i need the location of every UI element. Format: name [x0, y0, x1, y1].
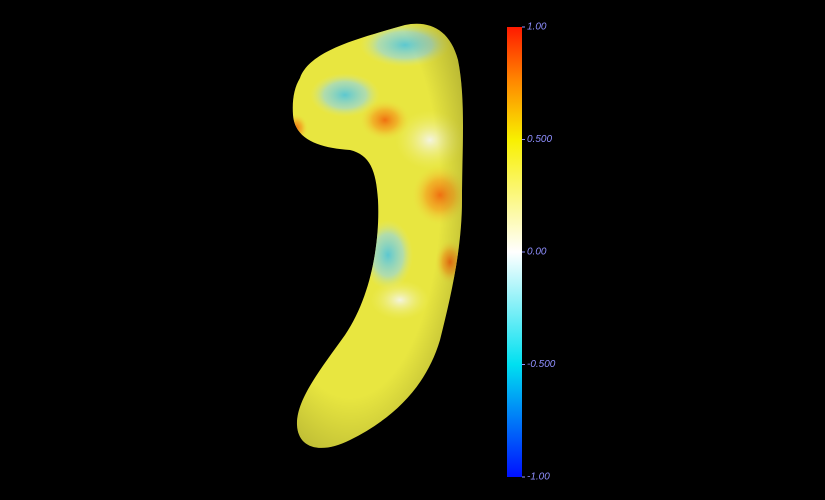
colorbar-ticks: 1.00 0.500 0.00 -0.500 -1.00 [522, 22, 556, 483]
tick-label: 1.00 [527, 22, 547, 33]
tick-label: 0.00 [527, 247, 547, 258]
colorbar [507, 27, 522, 477]
tick-label: 0.500 [527, 134, 552, 145]
tick-label: -1.00 [527, 472, 550, 483]
tick-label: -0.500 [527, 359, 556, 370]
surface [292, 23, 463, 448]
